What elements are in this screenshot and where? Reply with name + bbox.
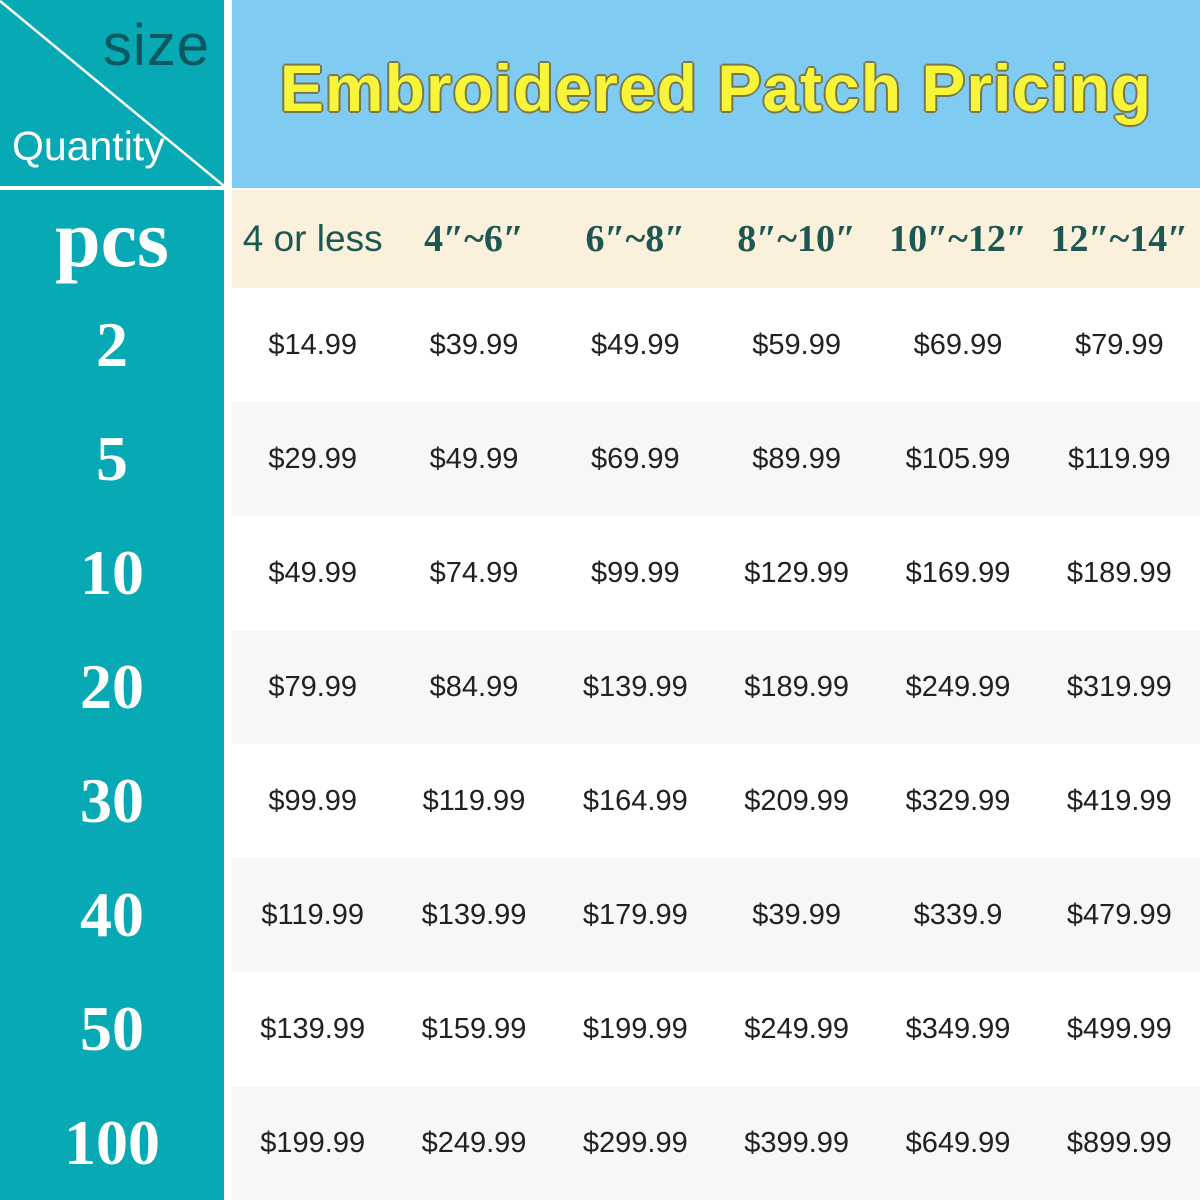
price-cell: $249.99 <box>744 1012 850 1045</box>
size-column-header: 10″~12″ <box>889 218 1027 260</box>
quantity-value: 100 <box>64 1107 160 1178</box>
price-cell: $119.99 <box>261 898 364 931</box>
price-cell: $249.99 <box>905 670 1011 703</box>
price-cell: $164.99 <box>582 784 688 817</box>
price-cell: $49.99 <box>590 328 680 361</box>
size-column-header: 12″~14″ <box>1050 218 1189 260</box>
quantity-column: size Quantity pcs 2 5 10 20 30 40 50 100 <box>0 0 224 1200</box>
page-title: Embroidered Patch Pricing <box>279 51 1153 125</box>
price-row-qty-40: $119.99 $139.99 $179.99 $39.99 $339.9 $4… <box>232 858 1200 972</box>
price-cell: $209.99 <box>744 784 850 817</box>
size-axis-label: size <box>102 13 210 78</box>
size-header-row: 4 or less 4″~6″ 6″~8″ 8″~10″ 10″~12″ 12″… <box>232 190 1200 288</box>
price-cell: $105.99 <box>905 442 1011 475</box>
quantity-value: 10 <box>80 537 144 608</box>
price-cell: $59.99 <box>752 328 841 361</box>
price-cell: $199.99 <box>260 1126 366 1159</box>
price-cell: $899.99 <box>1066 1126 1172 1159</box>
price-cell: $39.99 <box>752 898 841 931</box>
diagonal-divider-line <box>0 0 224 186</box>
price-cell: $169.99 <box>905 556 1011 589</box>
quantity-value: 5 <box>96 423 128 494</box>
quantity-axis-label: Quantity <box>12 123 165 169</box>
price-row-qty-5: $29.99 $49.99 $69.99 $89.99 $105.99 $119… <box>232 402 1200 516</box>
quantity-value: 30 <box>80 765 144 836</box>
price-cell: $319.99 <box>1066 670 1172 703</box>
price-cell: $39.99 <box>429 328 519 361</box>
size-column-header: 6″~8″ <box>585 218 686 260</box>
price-row-qty-20: $79.99 $84.99 $139.99 $189.99 $249.99 $3… <box>232 630 1200 744</box>
price-row-qty-30: $99.99 $119.99 $164.99 $209.99 $329.99 $… <box>232 744 1200 858</box>
price-cell: $199.99 <box>582 1012 688 1045</box>
quantity-value: 2 <box>96 309 128 380</box>
price-cell: $79.99 <box>1074 328 1164 361</box>
price-cell: $189.99 <box>744 670 850 703</box>
quantity-value: 50 <box>80 993 144 1064</box>
price-cell: $339.9 <box>913 898 1003 931</box>
price-cell: $79.99 <box>268 670 358 703</box>
price-cell: $329.99 <box>905 784 1011 817</box>
price-cell: $84.99 <box>429 670 519 703</box>
price-cell: $69.99 <box>913 328 1003 361</box>
price-cell: $139.99 <box>260 1012 366 1045</box>
unit-header-pcs: pcs <box>55 193 169 284</box>
price-row-qty-100: $199.99 $249.99 $299.99 $399.99 $649.99 … <box>232 1086 1200 1200</box>
price-cell: $299.99 <box>582 1126 688 1159</box>
price-cell: $89.99 <box>752 442 841 475</box>
price-cell: $189.99 <box>1066 556 1172 589</box>
quantity-value: 20 <box>80 651 144 722</box>
price-cell: $349.99 <box>905 1012 1011 1045</box>
title-banner: Embroidered Patch Pricing <box>232 0 1200 188</box>
price-row-qty-2: $14.99 $39.99 $49.99 $59.99 $69.99 $79.9… <box>232 288 1200 402</box>
pricing-grid: Embroidered Patch Pricing 4 or less 4″~6… <box>232 0 1200 1200</box>
price-cell: $119.99 <box>1067 442 1171 475</box>
price-cell: $29.99 <box>268 442 358 475</box>
price-cell: $499.99 <box>1066 1012 1172 1045</box>
price-cell: $179.99 <box>582 898 688 931</box>
price-cell: $479.99 <box>1066 898 1172 931</box>
price-cell: $69.99 <box>590 442 680 475</box>
header-divider <box>232 188 1200 190</box>
price-cell: $99.99 <box>590 556 680 589</box>
price-cell: $49.99 <box>429 442 519 475</box>
price-cell: $419.99 <box>1066 784 1172 817</box>
price-cell: $49.99 <box>268 556 358 589</box>
price-cell: $14.99 <box>268 328 358 361</box>
size-column-header: 4 or less <box>242 218 383 259</box>
price-cell: $249.99 <box>421 1126 527 1159</box>
price-cell: $159.99 <box>421 1012 527 1045</box>
price-cell: $139.99 <box>421 898 527 931</box>
price-cell: $129.99 <box>744 556 850 589</box>
size-column-header: 4″~6″ <box>424 218 524 260</box>
price-cell: $119.99 <box>422 784 526 817</box>
price-cell: $649.99 <box>905 1126 1011 1159</box>
price-cell: $99.99 <box>268 784 358 817</box>
price-cell: $399.99 <box>744 1126 850 1159</box>
price-row-qty-10: $49.99 $74.99 $99.99 $129.99 $169.99 $18… <box>232 516 1200 630</box>
quantity-value: 40 <box>80 879 144 950</box>
size-column-header: 8″~10″ <box>737 218 857 260</box>
price-cell: $139.99 <box>582 670 688 703</box>
corner-cell: size Quantity <box>0 0 224 190</box>
price-row-qty-50: $139.99 $159.99 $199.99 $249.99 $349.99 … <box>232 972 1200 1086</box>
price-cell: $74.99 <box>429 556 519 589</box>
